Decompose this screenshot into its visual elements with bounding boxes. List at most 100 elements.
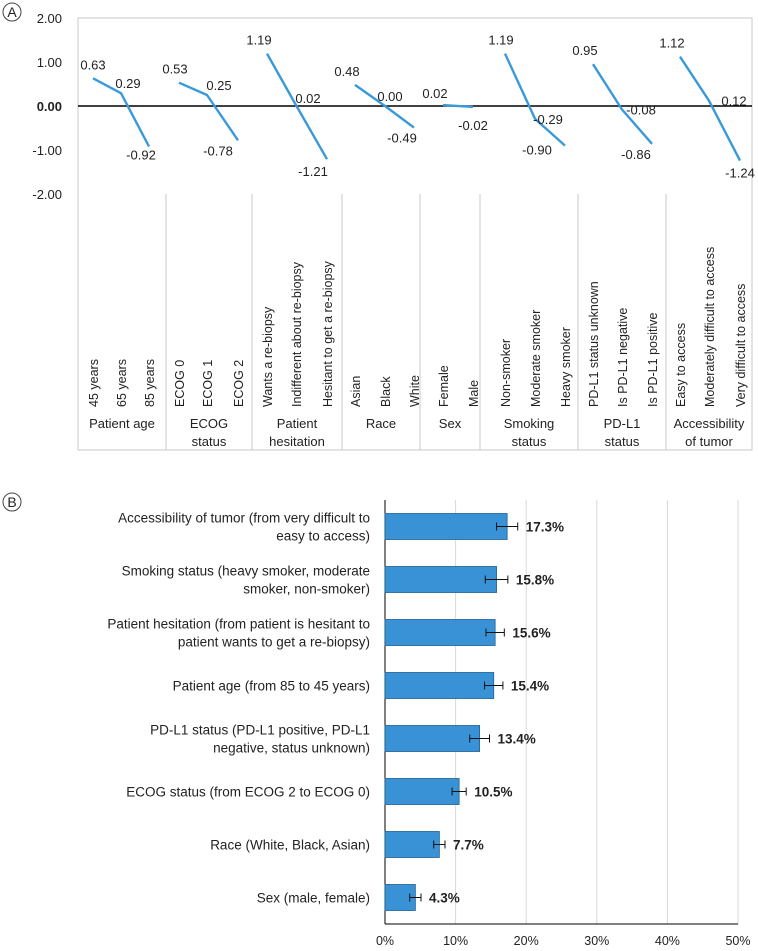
line-chart-a: 2.00 1.00 0.00 -1.00 -2.00 0.63 45 years 0.29 65… bbox=[32, 11, 755, 451]
category-label: Patient age (from 85 to 45 years) bbox=[173, 679, 370, 694]
group-label: status bbox=[605, 434, 640, 449]
level-label: Moderately difficult to access bbox=[703, 247, 717, 407]
series-line bbox=[678, 56, 742, 162]
level-label: Easy to access bbox=[674, 323, 688, 407]
value-label: -0.78 bbox=[203, 143, 233, 158]
level-label: ECOG 2 bbox=[232, 360, 246, 407]
panel-b-letter: B bbox=[7, 494, 16, 510]
level-label: Female bbox=[437, 365, 451, 407]
panel-b-marker: B bbox=[2, 492, 22, 512]
level-label: Wants a re-biopsy bbox=[261, 306, 275, 407]
y-tick-label: -1.00 bbox=[32, 143, 62, 158]
value-label: 1.19 bbox=[488, 33, 513, 48]
level-label: Non-smoker bbox=[499, 339, 513, 407]
category-label: ECOG status (from ECOG 2 to ECOG 0) bbox=[126, 785, 370, 800]
value-label: 1.12 bbox=[659, 36, 684, 51]
level-label: White bbox=[408, 375, 422, 407]
y-tick-label: 2.00 bbox=[37, 11, 62, 26]
level-label: Heavy smoker bbox=[559, 327, 573, 407]
value-label: 0.02 bbox=[295, 91, 320, 106]
level-label: ECOG 0 bbox=[173, 360, 187, 407]
bar-value-label: 7.7% bbox=[453, 838, 484, 853]
level-label: 85 years bbox=[143, 359, 157, 407]
group-label: Accessibility bbox=[674, 416, 745, 431]
series-line bbox=[92, 77, 151, 148]
bar-value-label: 4.3% bbox=[429, 891, 460, 906]
level-label: Asian bbox=[349, 376, 363, 407]
level-label: 45 years bbox=[87, 359, 101, 407]
series-line bbox=[354, 83, 415, 129]
bar-value-label: 15.8% bbox=[516, 573, 554, 588]
series-line bbox=[591, 63, 653, 145]
bar bbox=[384, 566, 497, 593]
value-label: 1.19 bbox=[246, 33, 271, 48]
x-tick-label: 20% bbox=[514, 934, 539, 948]
y-tick-label: 0.00 bbox=[37, 99, 62, 114]
group-label: Smoking bbox=[504, 416, 555, 431]
value-label: 0.53 bbox=[162, 62, 187, 77]
bar bbox=[384, 778, 460, 805]
level-label: Very difficult to access bbox=[734, 284, 748, 407]
y-tick-label: 1.00 bbox=[37, 55, 62, 70]
x-tick-label: 0% bbox=[376, 934, 394, 948]
plot-frame bbox=[77, 17, 753, 451]
series-line bbox=[178, 81, 239, 141]
category-label: negative, status unknown) bbox=[213, 741, 370, 756]
category-label: easy to access) bbox=[276, 529, 370, 544]
value-label: -0.92 bbox=[126, 147, 156, 162]
value-label: -0.29 bbox=[533, 112, 563, 127]
bar-value-label: 10.5% bbox=[474, 785, 512, 800]
level-label: PD-L1 status unknown bbox=[587, 281, 601, 407]
bar bbox=[384, 725, 481, 752]
value-label: 0.00 bbox=[377, 89, 402, 104]
category-label: Patient hesitation (from patient is hesi… bbox=[107, 617, 370, 632]
value-label: -1.24 bbox=[725, 166, 755, 181]
y-tick-label: -2.00 bbox=[32, 187, 62, 202]
series-line bbox=[503, 53, 566, 147]
x-tick-label: 10% bbox=[443, 934, 468, 948]
group-label: status bbox=[512, 434, 547, 449]
x-tick-label: 50% bbox=[725, 934, 750, 948]
bar bbox=[384, 619, 496, 646]
category-label: Race (White, Black, Asian) bbox=[210, 838, 370, 853]
bar-value-label: 17.3% bbox=[526, 520, 564, 535]
value-label: 0.63 bbox=[80, 57, 105, 72]
panel-a-letter: A bbox=[7, 4, 17, 20]
level-label: Indifferent about re-biopsy bbox=[290, 261, 304, 407]
value-label: 0.29 bbox=[115, 76, 140, 91]
group-label: hesitation bbox=[269, 434, 325, 449]
value-label: -0.02 bbox=[458, 118, 488, 133]
value-label: 0.12 bbox=[721, 94, 746, 109]
level-label: Moderate smoker bbox=[529, 310, 543, 407]
category-label: patient wants to get a re-biopsy) bbox=[178, 635, 370, 650]
group-label: Race bbox=[366, 416, 396, 431]
panel-b-circle bbox=[2, 492, 22, 512]
panel-a-marker: A bbox=[2, 2, 22, 22]
group-label: ECOG bbox=[190, 416, 228, 431]
level-label: Male bbox=[467, 380, 481, 407]
value-label: -0.86 bbox=[621, 147, 651, 162]
level-label: Hesitant to get a re-biopsy bbox=[321, 260, 335, 407]
bar bbox=[384, 513, 508, 540]
series-line bbox=[265, 53, 329, 160]
category-label: PD-L1 status (PD-L1 positive, PD-L1 bbox=[150, 723, 370, 738]
bar bbox=[384, 831, 440, 858]
value-label: 0.25 bbox=[206, 78, 231, 93]
value-label: 0.48 bbox=[334, 64, 359, 79]
value-label: 0.02 bbox=[422, 86, 447, 101]
level-label: ECOG 1 bbox=[201, 360, 215, 407]
level-label: Black bbox=[379, 376, 393, 407]
bar-value-label: 15.4% bbox=[511, 679, 549, 694]
x-tick-label: 30% bbox=[584, 934, 609, 948]
value-label: -0.08 bbox=[626, 103, 656, 118]
bar-chart-b: 0% 10% 20% 30% 40% 50% 17.3% Accessibility of t… bbox=[107, 500, 751, 948]
level-label: Is PD-L1 positive bbox=[646, 312, 660, 407]
value-label: -1.21 bbox=[298, 164, 328, 179]
level-label: 65 years bbox=[115, 359, 129, 407]
group-label: Patient age bbox=[89, 416, 155, 431]
group-label: PD-L1 bbox=[604, 416, 641, 431]
bar-value-label: 15.6% bbox=[512, 626, 550, 641]
panel-a-circle bbox=[2, 2, 22, 22]
x-tick-label: 40% bbox=[655, 934, 680, 948]
